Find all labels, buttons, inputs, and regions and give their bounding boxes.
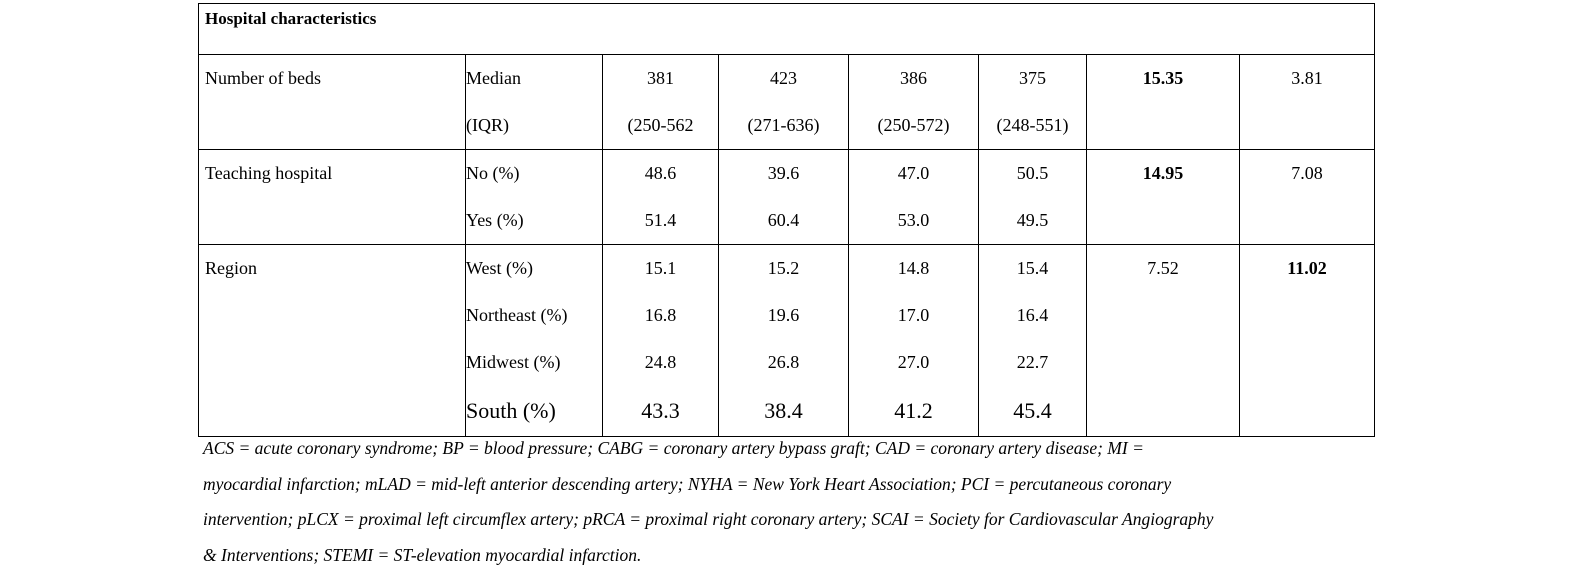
footnote-line: myocardial infarction; mLAD = mid-left a… [203, 467, 1393, 503]
data-cell: 39.6 [719, 150, 848, 197]
table-row-teaching-hospital: Teaching hospital No (%) Yes (%) 48.6 51… [199, 150, 1375, 245]
sub-label: No (%) [466, 150, 602, 197]
hospital-characteristics-table: Hospital characteristics Number of beds … [198, 3, 1375, 437]
stat-value: 3.81 [1240, 55, 1374, 102]
data-cell: 24.8 [603, 339, 718, 386]
data-cell: 17.0 [849, 292, 978, 339]
data-cell: 49.5 [979, 197, 1086, 244]
sub-label: West (%) [466, 245, 602, 292]
data-cell: (248-551) [979, 102, 1086, 149]
stat-value: 7.52 [1087, 245, 1239, 292]
table-row-region: Region West (%) Northeast (%) Midwest (%… [199, 245, 1375, 437]
sub-label: Northeast (%) [466, 292, 602, 339]
data-cell: 16.8 [603, 292, 718, 339]
stat-value: 14.95 [1087, 150, 1239, 197]
sub-label: South (%) [466, 386, 602, 436]
data-cell: 43.3 [603, 386, 718, 436]
data-cell: 22.7 [979, 339, 1086, 386]
data-cell: 16.4 [979, 292, 1086, 339]
data-cell: 26.8 [719, 339, 848, 386]
data-cell: 14.8 [849, 245, 978, 292]
data-cell: 48.6 [603, 150, 718, 197]
data-cell: 19.6 [719, 292, 848, 339]
row-label: Teaching hospital [205, 150, 465, 197]
data-cell: 375 [979, 55, 1086, 102]
section-header-row: Hospital characteristics [199, 4, 1375, 55]
data-cell: 423 [719, 55, 848, 102]
data-cell: 15.1 [603, 245, 718, 292]
stat-value: 15.35 [1087, 55, 1239, 102]
sub-label: (IQR) [466, 102, 602, 149]
data-cell: 47.0 [849, 150, 978, 197]
data-cell: 41.2 [849, 386, 978, 436]
abbreviations-footnote: ACS = acute coronary syndrome; BP = bloo… [203, 431, 1393, 573]
stat-value: 11.02 [1240, 245, 1374, 292]
data-cell: 15.2 [719, 245, 848, 292]
data-cell: (271-636) [719, 102, 848, 149]
data-cell: 50.5 [979, 150, 1086, 197]
data-cell: 27.0 [849, 339, 978, 386]
data-cell: 386 [849, 55, 978, 102]
table-row-number-of-beds: Number of beds Median (IQR) 381 (250-562… [199, 55, 1375, 150]
section-title: Hospital characteristics [199, 4, 1375, 55]
row-label: Number of beds [205, 55, 465, 102]
data-cell: 53.0 [849, 197, 978, 244]
footnote-line: & Interventions; STEMI = ST-elevation my… [203, 538, 1393, 573]
footnote-line: intervention; pLCX = proximal left circu… [203, 502, 1393, 538]
data-cell: (250-562 [603, 102, 718, 149]
footnote-line: ACS = acute coronary syndrome; BP = bloo… [203, 431, 1393, 467]
data-cell: 381 [603, 55, 718, 102]
sub-label: Midwest (%) [466, 339, 602, 386]
stat-value: 7.08 [1240, 150, 1374, 197]
row-label: Region [205, 245, 465, 292]
data-cell: (250-572) [849, 102, 978, 149]
sub-label: Median [466, 55, 602, 102]
data-cell: 15.4 [979, 245, 1086, 292]
data-cell: 38.4 [719, 386, 848, 436]
data-cell: 45.4 [979, 386, 1086, 436]
data-cell: 60.4 [719, 197, 848, 244]
sub-label: Yes (%) [466, 197, 602, 244]
data-cell: 51.4 [603, 197, 718, 244]
